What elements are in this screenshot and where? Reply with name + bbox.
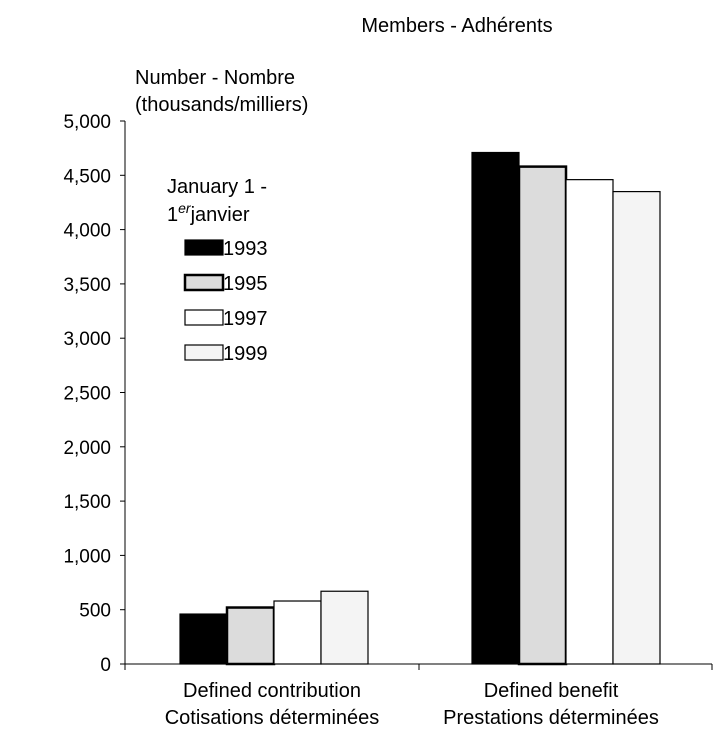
category-label: Prestations déterminées — [443, 707, 659, 729]
y-tick-label: 0 — [100, 655, 111, 676]
category-label: Cotisations déterminées — [165, 707, 380, 729]
legend-title-line2: 1erjanvier — [167, 200, 250, 226]
bar-1995-defined-benefit — [517, 165, 568, 666]
bar-1999-defined-benefit — [612, 190, 661, 665]
y-tick-label: 2,500 — [63, 384, 111, 405]
legend-swatch-1999 — [184, 344, 224, 361]
y-tick-label: 2,000 — [63, 438, 111, 459]
y-tick-label: 1,000 — [63, 546, 111, 567]
y-tick-label: 4,000 — [63, 221, 111, 242]
y-axis-label-line2: (thousands/milliers) — [135, 94, 308, 116]
bar-1997-defined-benefit — [565, 179, 614, 665]
y-tick-label: 3,500 — [63, 275, 111, 296]
legend-title-prefix: 1 — [167, 204, 178, 226]
bar-1995-defined-contribution — [225, 606, 276, 666]
y-axis-label-line1: Number - Nombre — [135, 67, 295, 89]
category-labels: Defined contribution Cotisations détermin… — [165, 680, 659, 729]
legend-swatch-1997 — [184, 309, 224, 326]
legend-label-1993: 1993 — [223, 238, 268, 260]
chart-title: Members - Adhérents — [361, 15, 552, 37]
bar-1993-defined-contribution — [179, 613, 228, 665]
bar-1999-defined-contribution — [320, 590, 369, 665]
legend-label-1997: 1997 — [223, 308, 268, 330]
y-tick-label: 3,000 — [63, 329, 111, 350]
legend-items: 1993 1995 1997 1999 — [183, 238, 268, 365]
bars — [179, 151, 661, 666]
y-tick-label: 1,500 — [63, 492, 111, 513]
y-tick-label: 4,500 — [63, 166, 111, 187]
bar-1997-defined-contribution — [273, 600, 322, 665]
legend-title-line1: January 1 - — [167, 176, 267, 198]
legend-label-1995: 1995 — [223, 273, 268, 295]
legend: January 1 - 1erjanvier 1993 1995 1997 1999 — [167, 176, 268, 365]
category-label: Defined benefit — [484, 680, 619, 702]
legend-title-sup: er — [178, 200, 192, 216]
axes: 0 500 1,000 1,500 2,000 2,500 3,000 3,500 4,000 4… — [63, 112, 713, 676]
y-tick-label: 500 — [79, 601, 111, 622]
legend-title-suffix: janvier — [190, 204, 250, 226]
y-tick-label: 5,000 — [63, 112, 111, 133]
legend-label-1999: 1999 — [223, 343, 268, 365]
bar-1993-defined-benefit — [471, 151, 520, 665]
category-label: Defined contribution — [183, 680, 361, 702]
legend-swatch-1993 — [184, 239, 224, 256]
legend-swatch-1995 — [183, 273, 225, 292]
